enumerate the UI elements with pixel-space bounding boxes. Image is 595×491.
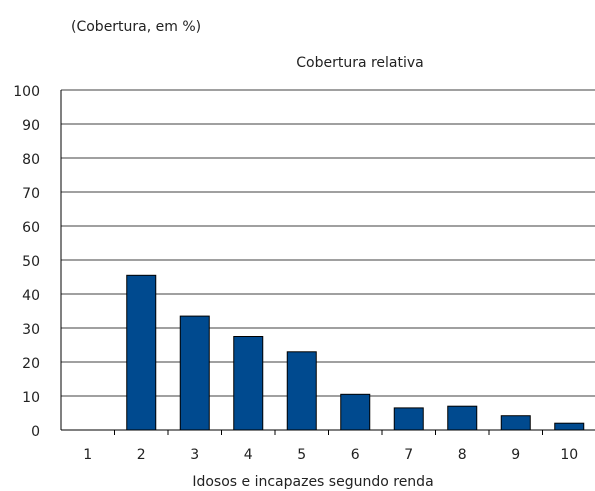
y-tick-label: 60 [22,220,40,236]
y-tick-label: 50 [22,254,40,270]
y-tick-label: 40 [22,288,40,304]
x-tick-label: 8 [458,447,467,463]
bar-3 [179,315,210,431]
x-tick-label: 9 [511,447,520,463]
bar-7 [393,407,424,431]
x-tick-label: 10 [560,447,578,463]
y-tick-label: 30 [22,322,40,338]
y-tick-label: 70 [22,186,40,202]
chart-title: Cobertura relativa [296,55,424,71]
unit-note: (Cobertura, em %) [71,19,201,35]
bar-10 [554,422,585,431]
bar-5 [286,351,317,431]
y-tick-label: 20 [22,356,40,372]
y-tick-label: 10 [22,390,40,406]
x-tick-label: 1 [83,447,92,463]
x-tick-label: 6 [351,447,360,463]
y-tick-label: 0 [31,424,40,440]
x-tick-label: 5 [297,447,306,463]
x-tick-label: 7 [404,447,413,463]
x-tick-label: 3 [190,447,199,463]
bar-2 [126,274,157,431]
bars [126,274,585,431]
x-axis-ticks: 1 2 3 4 5 6 7 8 9 10 [83,430,578,463]
x-axis-label: Idosos e incapazes segundo renda [192,474,433,490]
y-tick-label: 100 [13,84,40,100]
y-axis-ticks: 0 10 20 30 40 50 60 70 80 90 100 [13,84,40,440]
bar-8 [447,405,478,431]
y-tick-label: 90 [22,118,40,134]
x-tick-label: 2 [137,447,146,463]
x-tick-label: 4 [244,447,253,463]
bar-9 [500,415,531,431]
bar-4 [233,336,264,431]
y-tick-label: 80 [22,152,40,168]
bar-6 [340,393,371,431]
